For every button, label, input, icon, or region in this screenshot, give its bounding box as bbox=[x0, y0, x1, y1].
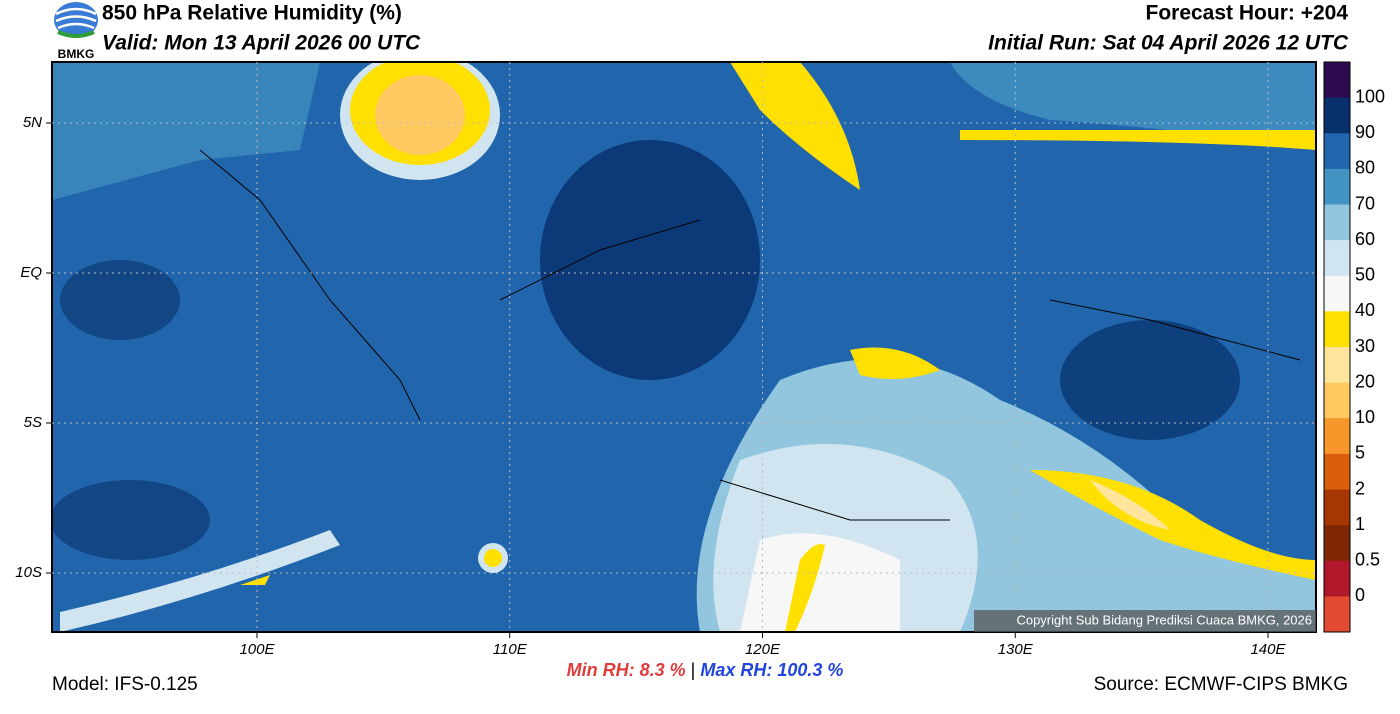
max-value: 100.3 % bbox=[777, 660, 843, 680]
colorbar-label: 1 bbox=[1355, 514, 1365, 534]
colorbar-segment bbox=[1324, 347, 1350, 384]
lon-label: 130E bbox=[998, 641, 1034, 658]
colorbar-segment bbox=[1324, 204, 1350, 241]
colorbar-segment bbox=[1324, 418, 1350, 455]
logo: BMKG bbox=[54, 2, 98, 61]
min-label: Min RH: bbox=[567, 660, 635, 680]
colorbar-segment bbox=[1324, 489, 1350, 526]
lon-label: 110E bbox=[493, 641, 528, 658]
forecast-hour: Forecast Hour: +204 bbox=[1146, 2, 1349, 25]
min-value: 8.3 % bbox=[640, 660, 686, 680]
lon-label: 140E bbox=[1250, 641, 1286, 658]
max-label: Max RH: bbox=[700, 660, 772, 680]
lat-label: 10S bbox=[15, 564, 42, 581]
logo-text: BMKG bbox=[58, 47, 95, 61]
copyright-box bbox=[974, 610, 1316, 632]
lat-label: 5S bbox=[24, 414, 42, 431]
model: Model: IFS-0.125 bbox=[52, 674, 198, 695]
colorbar-segment bbox=[1324, 275, 1350, 312]
colorbar-label: 0.5 bbox=[1355, 550, 1380, 570]
colorbar-segment bbox=[1324, 168, 1350, 205]
lon-label: 100E bbox=[239, 641, 275, 658]
title: 850 hPa Relative Humidity (%) bbox=[102, 2, 402, 25]
colorbar-label: 10 bbox=[1355, 407, 1375, 427]
colorbar-segment bbox=[1324, 525, 1350, 562]
colorbar-segment bbox=[1324, 382, 1350, 419]
colorbar-label: 50 bbox=[1355, 265, 1375, 285]
colorbar-segment bbox=[1324, 453, 1350, 490]
lat-label: EQ bbox=[20, 264, 42, 281]
colorbar-segment bbox=[1324, 133, 1350, 170]
rh-stats: Min RH: 8.3 % | Max RH: 100.3 % bbox=[567, 660, 844, 680]
valid-time: Valid: Mon 13 April 2026 00 UTC bbox=[102, 32, 421, 55]
colorbar-segment bbox=[1324, 97, 1350, 134]
humidity-field bbox=[52, 62, 1316, 632]
copyright: Copyright Sub Bidang Prediksi Cuaca BMKG… bbox=[1016, 612, 1312, 627]
separator: | bbox=[691, 660, 696, 680]
colorbar-label: 80 bbox=[1355, 158, 1375, 178]
colorbar-label: 60 bbox=[1355, 229, 1375, 249]
colorbar-label: 40 bbox=[1355, 300, 1375, 320]
colorbar-label: 30 bbox=[1355, 336, 1375, 356]
colorbar-segment bbox=[1324, 62, 1350, 99]
colorbar-label: 2 bbox=[1355, 478, 1365, 498]
colorbar-segment bbox=[1324, 596, 1350, 633]
colorbar-label: 5 bbox=[1355, 443, 1365, 463]
colorbar-label: 0 bbox=[1355, 585, 1365, 605]
colorbar-frame bbox=[1323, 61, 1351, 633]
colorbar-segment bbox=[1324, 240, 1350, 277]
colorbar-segment bbox=[1324, 560, 1350, 597]
lon-label: 120E bbox=[745, 641, 781, 658]
lat-label: 5N bbox=[23, 114, 42, 131]
colorbar-label: 90 bbox=[1355, 122, 1375, 142]
colorbar-label: 20 bbox=[1355, 371, 1375, 391]
source: Source: ECMWF-CIPS BMKG bbox=[1094, 674, 1348, 695]
colorbar-label: 100 bbox=[1355, 86, 1385, 106]
map-frame bbox=[51, 61, 1317, 633]
initial-run: Initial Run: Sat 04 April 2026 12 UTC bbox=[988, 32, 1349, 55]
colorbar-segment bbox=[1324, 311, 1350, 348]
colorbar-label: 70 bbox=[1355, 193, 1375, 213]
